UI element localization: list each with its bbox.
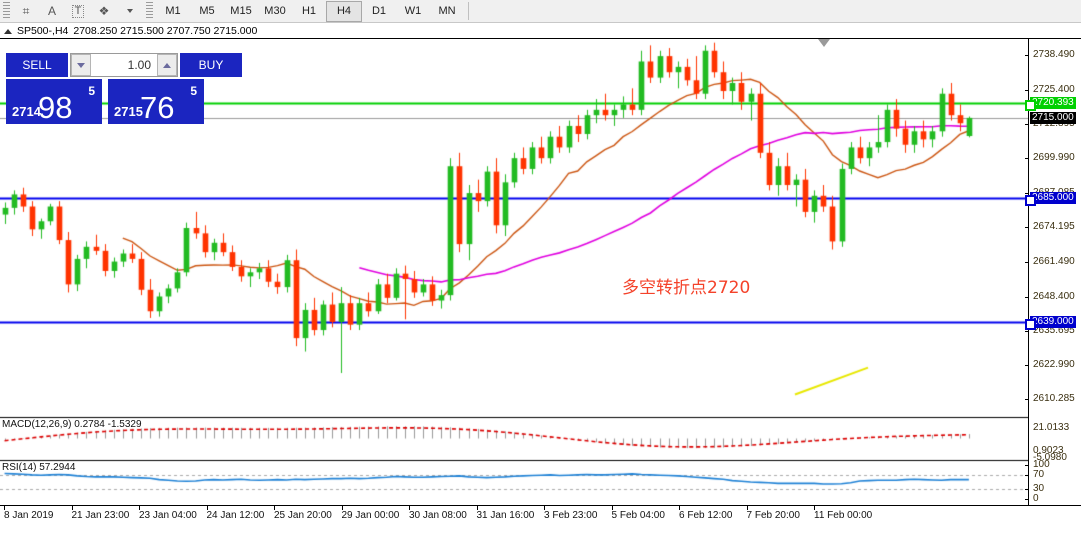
price-label-ask-line[interactable]: 2720.393 — [1030, 97, 1076, 110]
chevron-down-icon[interactable] — [117, 1, 143, 21]
macd-axis-tick: 0.9023 — [1033, 445, 1064, 456]
price-tick: 2687.085 — [1025, 187, 1075, 198]
timeframe-h1[interactable]: H1 — [301, 5, 317, 17]
price-tick: 2674.195 — [1025, 221, 1075, 232]
price-tick: 2648.400 — [1025, 291, 1075, 302]
time-tick: 31 Jan 16:00 — [476, 506, 534, 521]
toolbar-grip-2[interactable] — [146, 2, 153, 20]
price-tick: 2738.490 — [1025, 49, 1075, 60]
buy-price-integer: 2715 — [114, 104, 143, 119]
macd-label: MACD(12,26,9) 0.2784 -1.5329 — [2, 419, 142, 430]
time-tick: 5 Feb 04:00 — [611, 506, 665, 521]
chevron-up-icon — [163, 62, 171, 68]
volume-increment-button[interactable] — [157, 54, 177, 76]
sell-button[interactable]: SELL — [6, 53, 68, 77]
chart-symbol: SP500-,H4 — [17, 25, 69, 37]
text-label-glyph: T — [71, 4, 85, 18]
volume-stepper[interactable]: 1.00 — [70, 53, 178, 77]
volume-decrement-button[interactable] — [71, 54, 91, 76]
buy-price-quote[interactable]: 2715 76 5 — [108, 79, 204, 124]
quote-row: 2714 98 5 2715 76 5 — [6, 79, 242, 124]
chart-frame[interactable]: 多空转折点2720 MACD(12,26,9) 0.2784 -1.5329 R… — [0, 38, 1081, 530]
price-label-last-price[interactable]: 2715.000 — [1030, 111, 1076, 124]
rsi-axis-tick: 0 — [1025, 493, 1039, 504]
rsi-axis-tick: 100 — [1025, 459, 1050, 470]
timeframe-w1[interactable]: W1 — [404, 5, 422, 17]
rsi-axis-tick: 70 — [1025, 469, 1044, 480]
macd-axis-tick: 21.0133 — [1033, 422, 1070, 433]
buy-price-major: 76 — [140, 90, 175, 125]
price-axis[interactable]: 2738.4902725.4002712.8952699.9902687.085… — [1025, 39, 1081, 505]
chart-header: SP500-,H4 2708.250 2715.500 2707.750 271… — [0, 23, 1081, 38]
level-handle[interactable] — [1025, 318, 1036, 330]
price-tick: 2610.285 — [1025, 393, 1075, 404]
volume-input[interactable]: 1.00 — [127, 58, 151, 72]
time-tick: 21 Jan 23:00 — [71, 506, 129, 521]
time-tick: 3 Feb 23:00 — [544, 506, 597, 521]
text-a-icon[interactable]: A — [47, 4, 56, 18]
price-tick: 2622.990 — [1025, 359, 1075, 370]
level-handle[interactable] — [1025, 194, 1036, 206]
timeframe-m15[interactable]: M15 — [230, 5, 252, 17]
chevron-down-glyph — [127, 9, 133, 13]
timeframe-h4[interactable]: H4 — [326, 0, 362, 22]
text-label-icon[interactable]: T — [65, 1, 91, 21]
objects-icon[interactable]: ❖ — [98, 4, 110, 18]
one-click-trading-panel[interactable]: SELL 1.00 BUY 2714 98 5 2715 76 5 — [6, 53, 242, 124]
sell-price-quote[interactable]: 2714 98 5 — [6, 79, 102, 124]
time-tick: 6 Feb 12:00 — [679, 506, 732, 521]
rsi-label: RSI(14) 57.2944 — [2, 462, 76, 473]
macd-axis-tick: -5.0980 — [1033, 452, 1067, 463]
time-tick: 24 Jan 12:00 — [206, 506, 264, 521]
price-tick: 2725.400 — [1025, 84, 1075, 95]
price-tick: 2699.990 — [1025, 152, 1075, 163]
time-tick: 7 Feb 20:00 — [746, 506, 800, 521]
time-tick: 23 Jan 04:00 — [139, 506, 197, 521]
time-axis[interactable]: 8 Jan 2019 21 Jan 23:00 23 Jan 04:00 24 Jan… — [0, 505, 1081, 531]
timeframe-m30[interactable]: M30 — [264, 5, 286, 17]
buy-price-fraction: 5 — [190, 84, 197, 98]
chart-top-marker-icon — [818, 39, 830, 47]
buy-button[interactable]: BUY — [180, 53, 242, 77]
toolbar-grip[interactable] — [3, 2, 10, 20]
time-tick: 25 Jan 20:00 — [274, 506, 332, 521]
chevron-down-icon — [77, 62, 85, 68]
rsi-axis-tick: 30 — [1025, 483, 1044, 494]
timeframe-d1[interactable]: D1 — [371, 5, 387, 17]
sell-price-fraction: 5 — [88, 84, 95, 98]
price-label-support[interactable]: 2639.000 — [1030, 316, 1076, 328]
collapse-triangle-icon[interactable] — [4, 28, 12, 34]
sell-price-major: 98 — [38, 90, 73, 125]
sell-price-integer: 2714 — [12, 104, 41, 119]
level-handle[interactable] — [1025, 99, 1036, 111]
time-tick: 30 Jan 08:00 — [409, 506, 467, 521]
price-tick: 2635.695 — [1025, 325, 1075, 336]
main-toolbar: ⌗ A T ❖ M1 M5 M15 M30 H1 H4 D1 W1 MN — [0, 0, 1081, 23]
timeframe-m5[interactable]: M5 — [199, 5, 215, 17]
trade-panel-controls: SELL 1.00 BUY — [6, 53, 242, 77]
toolbar-separator — [468, 2, 469, 20]
price-tick: 2661.490 — [1025, 256, 1075, 267]
time-tick: 11 Feb 00:00 — [814, 506, 872, 521]
time-tick: 8 Jan 2019 — [4, 506, 54, 521]
timeframe-mn[interactable]: MN — [438, 5, 456, 17]
chart-ohlc: 2708.250 2715.500 2707.750 2715.000 — [73, 25, 258, 37]
chart-annotation-text: 多空转折点2720 — [622, 278, 751, 298]
price-label-support[interactable]: 2685.000 — [1030, 192, 1076, 205]
time-tick: 29 Jan 00:00 — [341, 506, 399, 521]
crosshair-icon[interactable]: ⌗ — [22, 3, 30, 18]
timeframe-m1[interactable]: M1 — [165, 5, 181, 17]
